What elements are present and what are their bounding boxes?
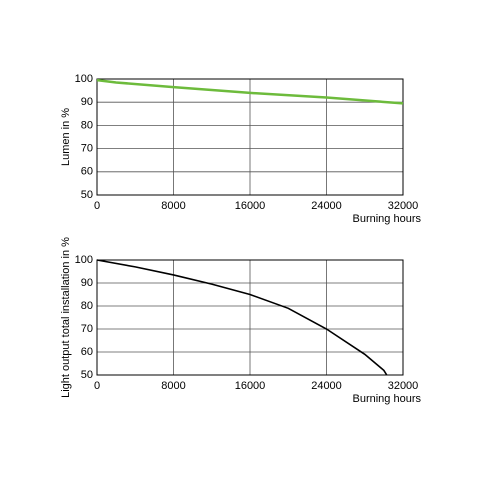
- plot-frame: [96, 78, 404, 196]
- y-tick-label: 100: [75, 254, 93, 266]
- data-line: [96, 259, 388, 376]
- y-tick-label: 70: [81, 323, 93, 335]
- x-tick-label: 0: [94, 200, 100, 212]
- x-tick-label: 8000: [161, 380, 185, 392]
- y-tick-label: 90: [81, 96, 93, 108]
- x-tick-label: 24000: [311, 380, 342, 392]
- x-axis-label: Burning hours: [353, 213, 422, 225]
- y-axis-label: Light output total installation in %: [60, 237, 72, 398]
- x-tick-label: 32000: [388, 200, 419, 212]
- y-tick-label: 50: [81, 369, 93, 381]
- y-tick-label: 90: [81, 277, 93, 289]
- plot-frame: [96, 259, 404, 376]
- x-tick-label: 16000: [235, 380, 266, 392]
- y-tick-label: 50: [81, 189, 93, 201]
- y-axis-label: Lumen in %: [60, 108, 72, 166]
- y-tick-label: 80: [81, 119, 93, 131]
- x-tick-label: 16000: [235, 200, 266, 212]
- y-tick-label: 100: [75, 73, 93, 85]
- y-tick-label: 80: [81, 300, 93, 312]
- x-axis-label: Burning hours: [353, 393, 422, 405]
- x-tick-label: 32000: [388, 380, 419, 392]
- y-tick-label: 60: [81, 346, 93, 358]
- y-tick-label: 60: [81, 166, 93, 178]
- x-tick-label: 8000: [161, 200, 185, 212]
- y-tick-label: 70: [81, 143, 93, 155]
- data-line: [96, 78, 404, 105]
- x-tick-label: 0: [94, 380, 100, 392]
- x-tick-label: 24000: [311, 200, 342, 212]
